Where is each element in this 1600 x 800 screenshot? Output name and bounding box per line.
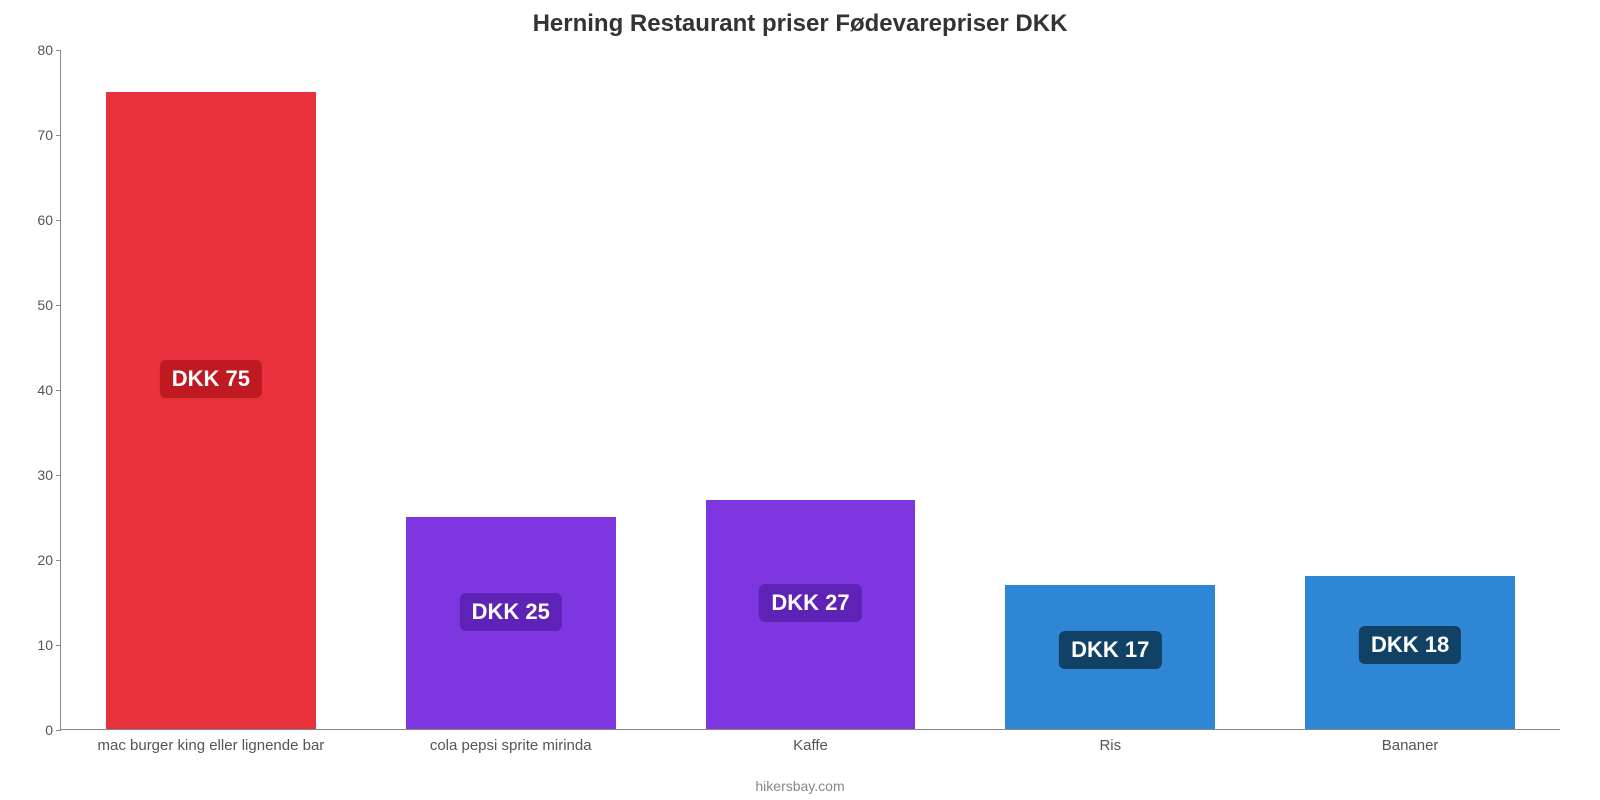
chart-title: Herning Restaurant priser Fødevarepriser… [0,10,1600,38]
ytick-label: 40 [37,382,61,398]
ytick-label: 50 [37,297,61,313]
bar-slot: DKK 25cola pepsi sprite mirinda [361,50,661,729]
xtick-label: Ris [960,737,1260,754]
xtick-label: cola pepsi sprite mirinda [361,737,661,754]
ytick-label: 10 [37,637,61,653]
bar-slot: DKK 27Kaffe [661,50,961,729]
bars-row: DKK 75mac burger king eller lignende bar… [61,50,1560,729]
ytick-label: 70 [37,127,61,143]
bar-value-badge: DKK 25 [460,593,562,631]
bar-slot: DKK 17Ris [960,50,1260,729]
bar-slot: DKK 75mac burger king eller lignende bar [61,50,361,729]
xtick-label: Kaffe [661,737,961,754]
ytick-label: 20 [37,552,61,568]
bar [106,92,316,729]
bar-value-badge: DKK 27 [759,584,861,622]
bar-value-badge: DKK 17 [1059,631,1161,669]
ytick-label: 30 [37,467,61,483]
bar-value-badge: DKK 75 [160,360,262,398]
ytick-label: 80 [37,42,61,58]
plot-area: 01020304050607080 DKK 75mac burger king … [60,50,1560,730]
bar-value-badge: DKK 18 [1359,626,1461,664]
ytick-label: 60 [37,212,61,228]
attribution-text: hikersbay.com [0,778,1600,794]
bar-slot: DKK 18Bananer [1260,50,1560,729]
chart-container: Herning Restaurant priser Fødevarepriser… [0,0,1600,800]
ytick-label: 0 [45,722,61,738]
xtick-label: Bananer [1260,737,1560,754]
xtick-label: mac burger king eller lignende bar [61,737,361,754]
